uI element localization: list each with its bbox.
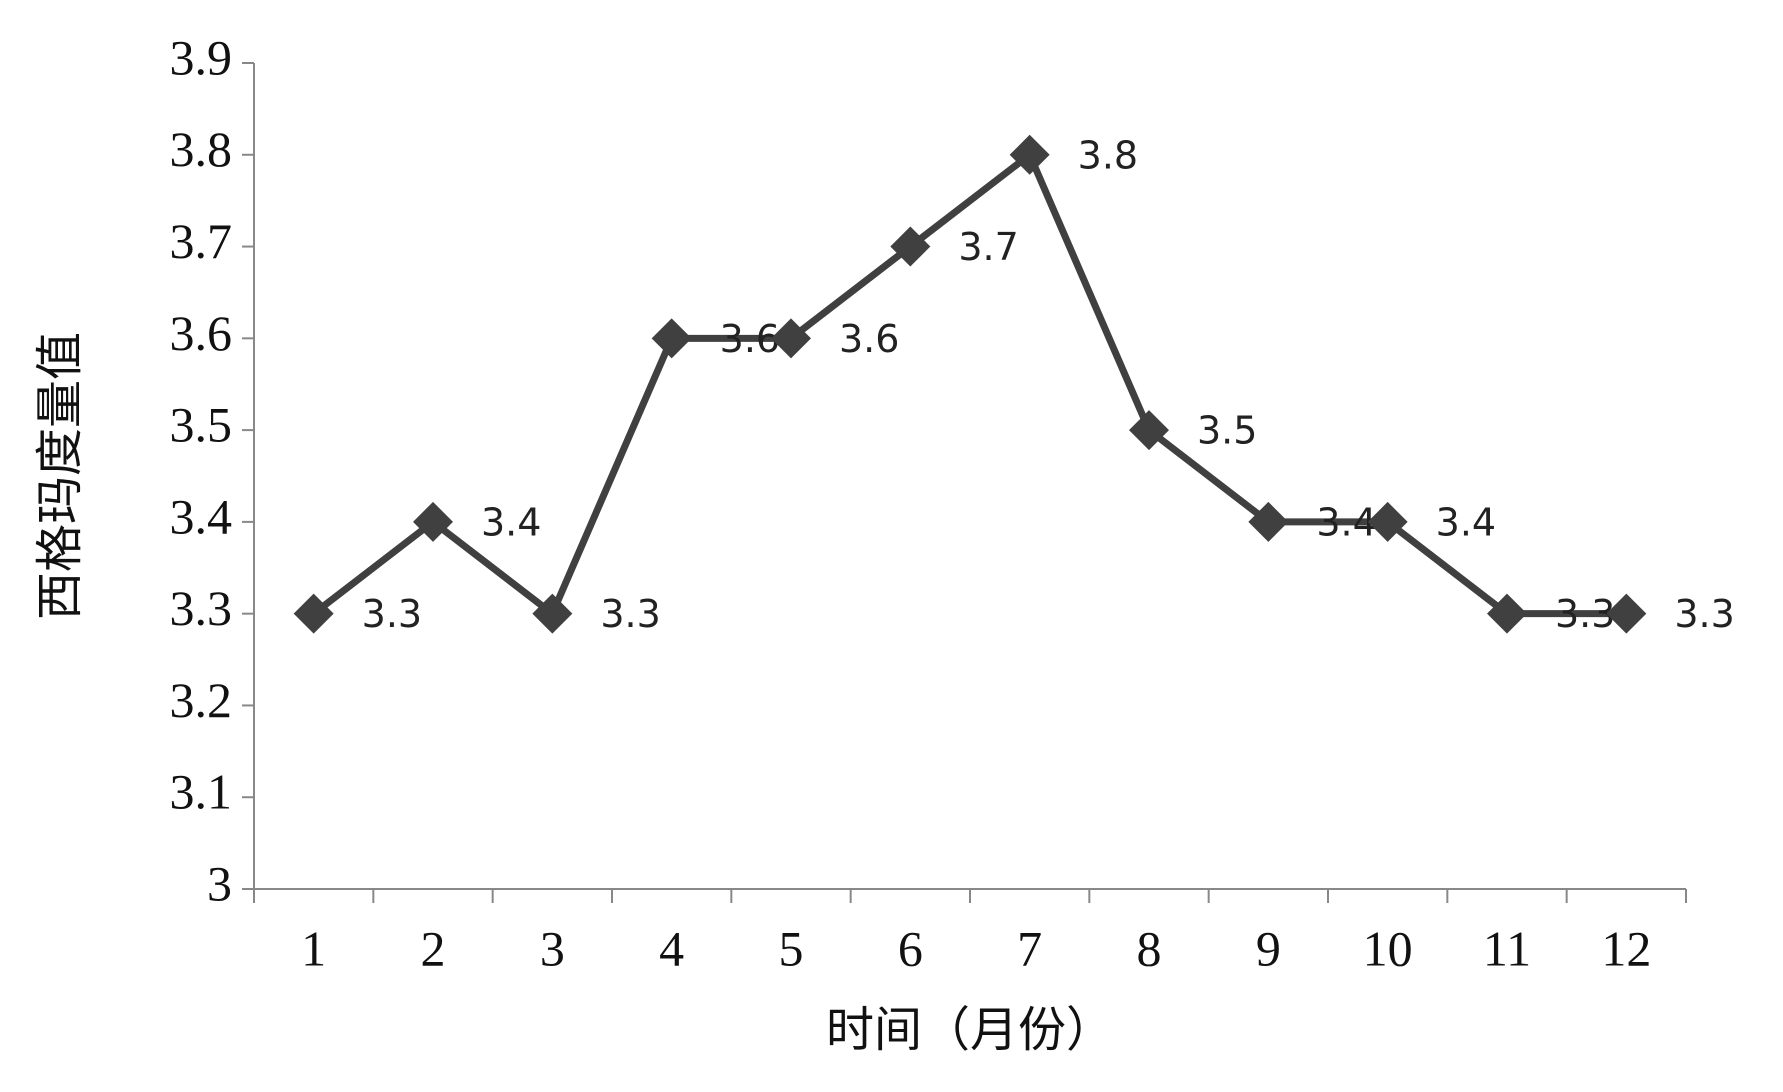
marker: [771, 318, 811, 359]
marker: [413, 501, 453, 542]
x-axis-title: 时间（月份）: [826, 1004, 1114, 1057]
x-tick-label: 8: [1137, 920, 1162, 976]
line: [311, 151, 1627, 618]
y-axis-title: 西格玛度量值: [34, 332, 87, 620]
data-label: 3.4: [1316, 500, 1376, 544]
data-label: 3.5: [1197, 409, 1257, 453]
marker: [1009, 134, 1050, 175]
y-tick-label: 3.5: [170, 397, 233, 453]
marker: [1248, 501, 1289, 542]
marker: [532, 593, 573, 634]
data-label: 3.3: [1555, 592, 1615, 636]
data-label: 3.3: [1674, 592, 1734, 636]
x-tick-label: 11: [1483, 920, 1531, 976]
marker: [1487, 593, 1527, 634]
marker: [1606, 593, 1647, 634]
y-tick-label: 3.7: [170, 213, 233, 269]
data-label: 3.8: [1078, 133, 1138, 177]
x-tick-label: 2: [421, 920, 446, 976]
data-label: 3.6: [839, 317, 899, 361]
data-label: 3.3: [600, 592, 660, 636]
marker: [890, 226, 931, 267]
data-label: 3.7: [958, 225, 1018, 269]
data-label: 3.3: [362, 592, 422, 636]
x-tick-label: 1: [301, 920, 326, 976]
x-tick-label: 7: [1017, 920, 1042, 976]
x-tick-label: 3: [540, 920, 565, 976]
x-tick-label: 12: [1601, 920, 1651, 976]
y-tick-label: 3.3: [170, 580, 233, 636]
marker: [1367, 501, 1408, 542]
marker: [293, 593, 334, 634]
x-tick-label: 6: [898, 920, 923, 976]
data-label: 3.6: [720, 317, 780, 361]
y-tick-label: 3.1: [170, 764, 233, 820]
y-tick-label: 3.8: [170, 121, 233, 177]
x-tick-label: 5: [779, 920, 804, 976]
data-label: 3.4: [481, 500, 541, 544]
data-label: 3.4: [1436, 500, 1496, 544]
y-tick-label: 3.6: [170, 305, 233, 361]
x-tick-label: 10: [1363, 920, 1413, 976]
y-tick-label: 3.4: [170, 488, 233, 544]
x-tick-label: 9: [1256, 920, 1281, 976]
marker: [1129, 410, 1169, 451]
y-tick-label: 3.2: [170, 672, 233, 728]
marker: [651, 318, 692, 359]
x-tick-label: 4: [659, 920, 684, 976]
y-tick-label: 3: [207, 855, 232, 911]
y-tick-label: 3.9: [170, 29, 233, 85]
